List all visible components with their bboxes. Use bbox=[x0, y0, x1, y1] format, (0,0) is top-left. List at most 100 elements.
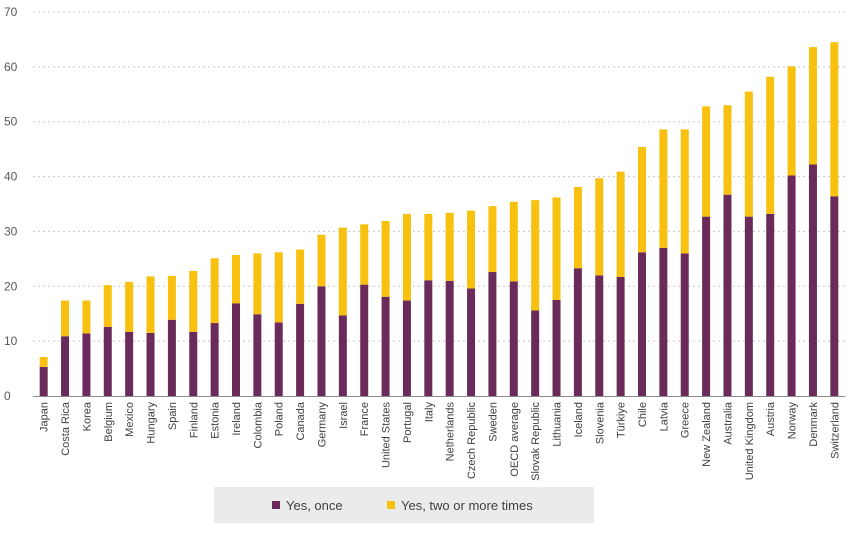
bar-segment-once bbox=[360, 284, 369, 396]
bar-segment-two-or-more bbox=[808, 47, 817, 165]
x-tick-label: Australia bbox=[722, 401, 734, 445]
bar-segment-two-or-more bbox=[274, 252, 283, 323]
bar-segment-once bbox=[39, 366, 48, 396]
legend-swatch-once bbox=[272, 501, 280, 509]
x-tick-label: Italy bbox=[423, 402, 435, 423]
bar-segment-once bbox=[766, 213, 775, 396]
legend-item-two-or-more: Yes, two or more times bbox=[387, 487, 533, 523]
y-tick-label: 50 bbox=[4, 115, 18, 129]
bar-segment-once bbox=[103, 326, 112, 396]
bar-segment-two-or-more bbox=[189, 270, 198, 332]
bar-segment-once bbox=[296, 303, 305, 396]
x-tick-label: Belgium bbox=[103, 402, 115, 442]
bar-segment-two-or-more bbox=[146, 276, 155, 333]
x-tick-label: Mexico bbox=[124, 402, 136, 437]
bar-segment-two-or-more bbox=[723, 105, 732, 195]
bar-segment-once bbox=[82, 333, 91, 396]
bar-segment-once bbox=[189, 331, 198, 396]
bar-segment-two-or-more bbox=[509, 201, 518, 282]
bars bbox=[39, 42, 839, 396]
bar-segment-once bbox=[338, 315, 347, 396]
bar-segment-once bbox=[573, 268, 582, 396]
bar-segment-two-or-more bbox=[680, 129, 689, 254]
bar-segment-once bbox=[616, 276, 625, 396]
x-tick-label: Portugal bbox=[402, 402, 414, 443]
bar-segment-once bbox=[830, 196, 839, 396]
x-tick-label: Slovenia bbox=[594, 401, 606, 444]
bar-segment-two-or-more bbox=[787, 66, 796, 176]
bar-segment-two-or-more bbox=[766, 76, 775, 214]
bar-segment-two-or-more bbox=[317, 234, 326, 287]
bar-segment-once bbox=[317, 286, 326, 396]
y-tick-label: 30 bbox=[4, 224, 18, 238]
x-tick-label: Lithuania bbox=[552, 401, 564, 447]
x-tick-label: Poland bbox=[274, 402, 286, 436]
x-tick-label: Sweden bbox=[487, 402, 499, 442]
bar-segment-once bbox=[595, 275, 604, 396]
bar-segment-two-or-more bbox=[616, 171, 625, 277]
bar-segment-once bbox=[125, 331, 134, 396]
x-tick-label: Korea bbox=[81, 401, 93, 431]
bar-segment-two-or-more bbox=[338, 227, 347, 316]
x-tick-label: Japan bbox=[39, 402, 51, 432]
bar-segment-once bbox=[274, 322, 283, 396]
bar-segment-two-or-more bbox=[467, 210, 476, 289]
bar-segment-two-or-more bbox=[103, 285, 112, 327]
x-tick-label: Germany bbox=[316, 402, 328, 448]
x-tick-label: Iceland bbox=[573, 402, 585, 437]
x-tick-label: Czech Republic bbox=[466, 402, 478, 480]
x-tick-label: New Zealand bbox=[701, 402, 713, 467]
bar-segment-two-or-more bbox=[381, 221, 390, 297]
x-tick-label: Chile bbox=[637, 402, 649, 427]
bar-segment-two-or-more bbox=[488, 206, 497, 273]
bar-segment-once bbox=[402, 300, 411, 396]
gridlines bbox=[33, 11, 845, 342]
x-tick-label: Spain bbox=[167, 402, 179, 430]
bar-segment-once bbox=[702, 216, 711, 396]
bar-segment-once bbox=[232, 303, 240, 396]
bar-segment-once bbox=[723, 194, 732, 396]
bar-segment-once bbox=[445, 280, 454, 396]
x-tick-label: Denmark bbox=[808, 402, 820, 447]
bar-segment-once bbox=[509, 281, 518, 396]
x-tick-label: United States bbox=[381, 402, 393, 469]
bar-segment-two-or-more bbox=[253, 253, 262, 315]
x-tick-label: Hungary bbox=[146, 402, 158, 444]
bar-segment-two-or-more bbox=[296, 249, 305, 304]
x-tick-label: Slovak Republic bbox=[530, 402, 542, 481]
y-tick-label: 40 bbox=[4, 170, 18, 184]
bar-segment-once bbox=[167, 319, 176, 396]
x-tick-label: France bbox=[359, 402, 371, 436]
bar-segment-once bbox=[638, 252, 646, 396]
y-tick-label: 70 bbox=[4, 5, 18, 19]
bar-segment-once bbox=[424, 280, 433, 396]
x-tick-label: Ireland bbox=[231, 402, 243, 436]
bar-segment-once bbox=[210, 323, 219, 396]
x-tick-label: Colombia bbox=[252, 401, 264, 448]
x-tick-label: OECD average bbox=[509, 402, 521, 477]
y-tick-label: 0 bbox=[4, 389, 11, 403]
bar-segment-once bbox=[146, 332, 155, 396]
x-tick-label: Estonia bbox=[210, 401, 222, 439]
y-tick-label: 10 bbox=[4, 334, 18, 348]
bar-segment-two-or-more bbox=[39, 357, 48, 367]
x-tick-label: Canada bbox=[295, 401, 307, 440]
x-tick-label: Netherlands bbox=[445, 402, 457, 462]
bar-segment-once bbox=[808, 164, 817, 396]
bar-segment-two-or-more bbox=[402, 213, 411, 301]
x-tick-label: Austria bbox=[765, 401, 777, 436]
legend-swatch-two-or-more bbox=[387, 501, 395, 509]
x-tick-label: Türkiye bbox=[616, 402, 628, 438]
bar-segment-once bbox=[552, 300, 561, 396]
bar-segment-once bbox=[467, 288, 476, 396]
x-tick-label: Switzerland bbox=[829, 402, 841, 459]
legend: Yes, once Yes, two or more times bbox=[214, 487, 594, 523]
bar-segment-two-or-more bbox=[595, 178, 604, 276]
x-tick-label: Norway bbox=[787, 402, 799, 440]
x-tick-label: Latvia bbox=[658, 401, 670, 431]
bar-segment-two-or-more bbox=[61, 300, 70, 337]
bar-segment-once bbox=[787, 175, 796, 396]
bar-segment-two-or-more bbox=[167, 275, 176, 320]
y-axis-ticks: 0 10 20 30 40 50 60 70 bbox=[4, 5, 18, 403]
